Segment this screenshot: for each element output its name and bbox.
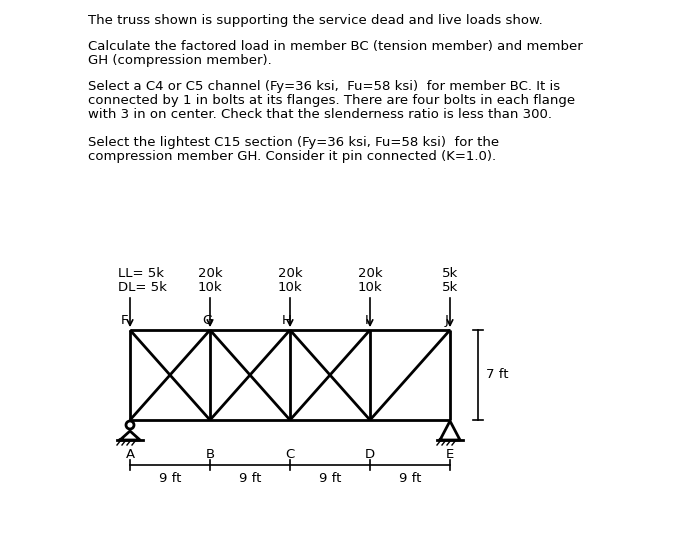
Text: The truss shown is supporting the service dead and live loads show.: The truss shown is supporting the servic… <box>88 14 542 27</box>
Text: 10k: 10k <box>278 281 302 294</box>
Text: H: H <box>282 314 292 327</box>
Text: G: G <box>202 314 212 327</box>
Text: 5k: 5k <box>442 281 458 294</box>
Text: GH (compression member).: GH (compression member). <box>88 54 272 67</box>
Text: 10k: 10k <box>197 281 223 294</box>
Text: J: J <box>445 314 449 327</box>
Text: 7 ft: 7 ft <box>486 369 508 381</box>
Text: 20k: 20k <box>358 267 382 280</box>
Text: 20k: 20k <box>197 267 223 280</box>
Text: connected by 1 in bolts at its flanges. There are four bolts in each flange: connected by 1 in bolts at its flanges. … <box>88 94 575 107</box>
Text: A: A <box>125 448 134 461</box>
Text: Calculate the factored load in member BC (tension member) and member: Calculate the factored load in member BC… <box>88 40 582 53</box>
Text: 20k: 20k <box>278 267 302 280</box>
Text: with 3 in on center. Check that the slenderness ratio is less than 300.: with 3 in on center. Check that the slen… <box>88 108 552 121</box>
Text: Select the lightest C15 section (Fy=36 ksi, Fu=58 ksi)  for the: Select the lightest C15 section (Fy=36 k… <box>88 136 499 149</box>
Text: F: F <box>121 314 129 327</box>
Text: 9 ft: 9 ft <box>399 472 421 485</box>
Text: B: B <box>205 448 215 461</box>
Text: 10k: 10k <box>358 281 382 294</box>
Text: DL= 5k: DL= 5k <box>118 281 167 294</box>
Text: I: I <box>365 314 369 327</box>
Text: 9 ft: 9 ft <box>239 472 261 485</box>
Text: 9 ft: 9 ft <box>318 472 341 485</box>
Text: D: D <box>365 448 375 461</box>
Text: LL= 5k: LL= 5k <box>118 267 164 280</box>
Text: 9 ft: 9 ft <box>159 472 181 485</box>
Text: E: E <box>446 448 454 461</box>
Text: Select a C4 or C5 channel (Fy=36 ksi,  Fu=58 ksi)  for member BC. It is: Select a C4 or C5 channel (Fy=36 ksi, Fu… <box>88 80 560 93</box>
Text: C: C <box>286 448 295 461</box>
Text: compression member GH. Consider it pin connected (K=1.0).: compression member GH. Consider it pin c… <box>88 150 496 163</box>
Text: 5k: 5k <box>442 267 458 280</box>
